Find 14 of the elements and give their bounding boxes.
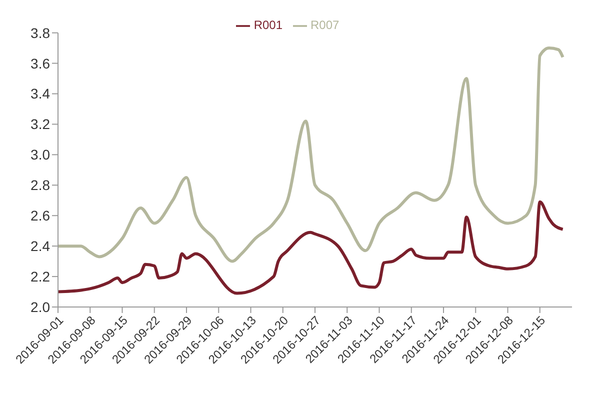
y-tick-label: 3.4: [30, 86, 50, 102]
y-tick-label: 3.0: [30, 146, 50, 163]
y-tick-label: 2.4: [30, 238, 50, 254]
y-tick-label: 3.2: [30, 116, 50, 132]
y-tick-label: 3.8: [30, 24, 50, 41]
legend-label: R007: [310, 18, 340, 32]
y-tick-label: 2.8: [30, 177, 50, 194]
line-series: [58, 46, 564, 263]
y-tick-label: 2.0: [30, 298, 50, 315]
y-tick-label: 2.2: [30, 268, 50, 285]
y-tick-label: 3.6: [30, 55, 50, 72]
y-tick-label: 2.6: [30, 208, 50, 224]
legend-label: R001: [254, 18, 282, 32]
line-series: [58, 200, 564, 295]
